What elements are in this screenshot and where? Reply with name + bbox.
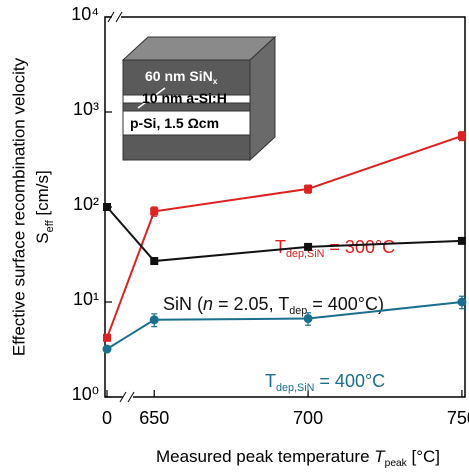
text-part: dep bbox=[289, 305, 307, 317]
text-part: = 400°C bbox=[314, 371, 385, 391]
marker bbox=[103, 203, 111, 211]
break-gap bbox=[111, 13, 121, 21]
text-part: = 2.05, T bbox=[213, 294, 289, 314]
inset-bottom bbox=[122, 134, 251, 161]
marker bbox=[457, 131, 466, 140]
y-tick-label: 10² bbox=[73, 194, 99, 214]
inset-label: 10 nm a-Si:H bbox=[142, 90, 227, 106]
text-part: [°C] bbox=[407, 447, 440, 466]
break-mark bbox=[119, 391, 127, 403]
x-tick-label: 0 bbox=[102, 408, 112, 428]
text-part: n bbox=[203, 294, 213, 314]
text-part: x bbox=[213, 76, 218, 86]
text-part: 60 nm SiN bbox=[145, 68, 213, 84]
marker bbox=[150, 257, 159, 266]
marker bbox=[102, 344, 112, 354]
x-tick-label: 650 bbox=[139, 408, 169, 428]
x-axis-label: Measured peak temperature Tpeak [°C] bbox=[156, 447, 440, 469]
x-tick-label: 750 bbox=[447, 408, 469, 428]
x-tick-label: 700 bbox=[293, 408, 323, 428]
text-part: eff bbox=[44, 219, 56, 232]
y-tick-label: 10¹ bbox=[73, 289, 99, 309]
text-part: T bbox=[265, 371, 276, 391]
inset-psi bbox=[122, 110, 251, 136]
text-part: = 300°C bbox=[324, 237, 395, 257]
inset-label: p-Si, 1.5 Ωcm bbox=[130, 115, 219, 131]
text-part: [cm/s] bbox=[33, 170, 52, 220]
text-part: dep,SiN bbox=[276, 382, 314, 394]
text-part: T bbox=[275, 237, 286, 257]
marker bbox=[304, 242, 313, 251]
text-part: dep,SiN bbox=[286, 248, 324, 260]
text-part: T bbox=[374, 447, 386, 466]
annotation: Tdep,SiN = 400°C bbox=[265, 371, 385, 394]
text-part: 10 nm a-Si:H bbox=[142, 90, 227, 106]
annotation: Tdep,SiN = 300°C bbox=[275, 237, 395, 260]
text-part: p-Si, 1.5 Ωcm bbox=[130, 115, 219, 131]
marker bbox=[150, 207, 159, 216]
series-line bbox=[106, 301, 463, 350]
inset-sin-front bbox=[122, 59, 251, 96]
y-axis-label: Effective surface recombination velocity… bbox=[9, 57, 55, 356]
text-part: Measured peak temperature bbox=[156, 447, 374, 466]
series-line bbox=[106, 134, 463, 339]
y-axis-label-line: Effective surface recombination velocity bbox=[9, 57, 28, 356]
y-tick-label: 10³ bbox=[73, 99, 99, 119]
y-tick-label: 10⁰ bbox=[72, 384, 99, 404]
marker bbox=[457, 236, 466, 245]
text-part: S bbox=[33, 232, 52, 243]
break-gap bbox=[123, 393, 133, 401]
marker bbox=[304, 184, 313, 193]
text-part: = 400°C) bbox=[307, 294, 384, 314]
inset-label: 60 nm SiNx bbox=[145, 68, 218, 87]
marker bbox=[303, 314, 313, 324]
inset-top bbox=[121, 36, 277, 61]
inset-pointer bbox=[137, 87, 166, 109]
marker bbox=[149, 315, 159, 325]
y-tick-label: 10⁴ bbox=[71, 4, 99, 24]
text-part: peak bbox=[385, 458, 408, 469]
marker bbox=[457, 297, 467, 307]
y-axis-label-line: Seff [cm/s] bbox=[33, 170, 55, 243]
series-line bbox=[106, 206, 462, 263]
break-mark bbox=[115, 11, 123, 23]
text-part: SiN ( bbox=[163, 294, 203, 314]
break-mark bbox=[127, 391, 135, 403]
inset-diagram bbox=[121, 35, 277, 162]
marker bbox=[103, 333, 111, 342]
annotation: SiN (n = 2.05, Tdep = 400°C) bbox=[163, 294, 384, 317]
